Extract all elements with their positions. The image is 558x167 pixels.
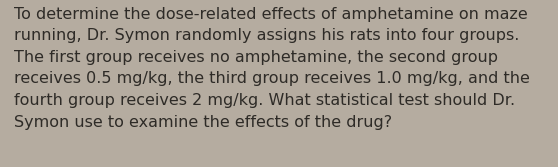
- Text: To determine the dose-related effects of amphetamine on maze
running, Dr. Symon : To determine the dose-related effects of…: [14, 7, 530, 130]
